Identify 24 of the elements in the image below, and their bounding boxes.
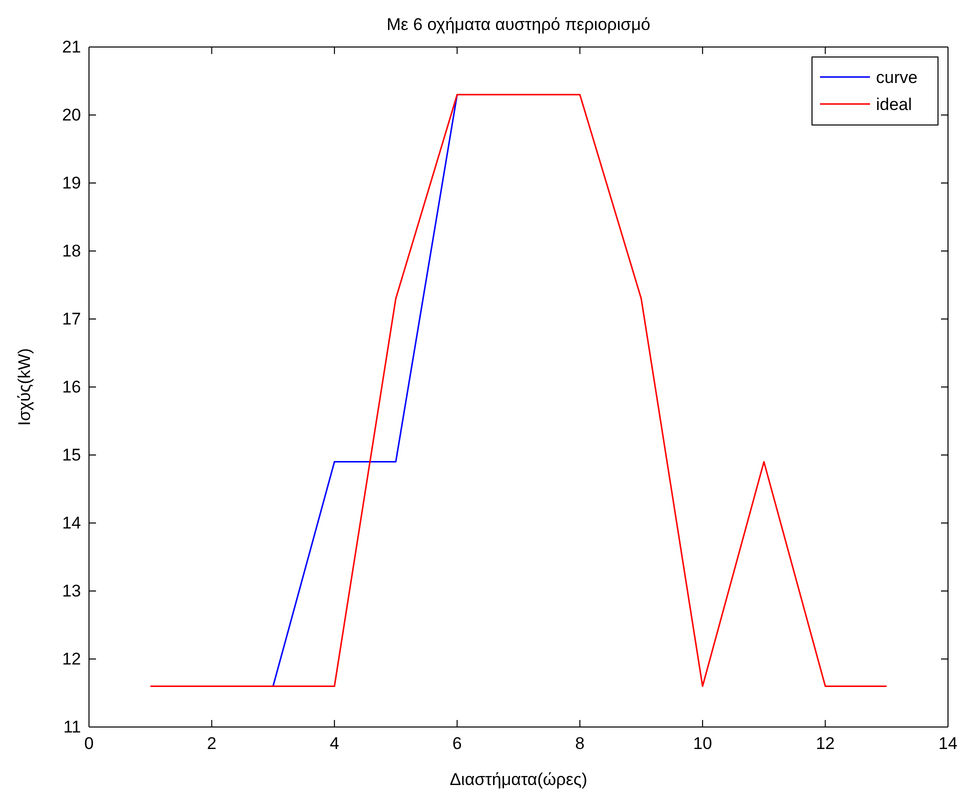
y-tick-label: 11 <box>63 717 81 736</box>
y-tick-label: 19 <box>62 173 81 192</box>
y-tick-label: 12 <box>62 649 81 668</box>
chart-title: Με 6 οχήματα αυστηρό περιορισμό <box>386 15 650 34</box>
y-tick-label: 14 <box>62 513 81 532</box>
legend-label: ideal <box>876 95 912 114</box>
x-tick-label: 12 <box>816 734 835 754</box>
x-axis-title: Διαστήματα(ώρες) <box>450 770 588 789</box>
y-tick-label: 18 <box>62 241 81 260</box>
y-tick-label: 15 <box>62 445 81 464</box>
x-tick-label: 14 <box>938 734 958 754</box>
y-tick-label: 16 <box>62 377 81 396</box>
x-tick-label: 6 <box>452 734 462 754</box>
x-tick-label: 8 <box>575 734 585 754</box>
legend-label: curve <box>876 68 918 87</box>
x-tick-label: 4 <box>330 734 340 754</box>
x-tick-label: 0 <box>84 734 94 754</box>
y-axis-title: Ισχύς(kW) <box>15 348 34 426</box>
y-tick-label: 21 <box>62 37 81 56</box>
y-tick-label: 17 <box>62 309 81 328</box>
y-tick-label: 13 <box>62 581 81 600</box>
y-tick-label: 20 <box>62 105 81 124</box>
x-tick-label: 10 <box>693 734 712 754</box>
x-tick-label: 2 <box>206 734 216 754</box>
